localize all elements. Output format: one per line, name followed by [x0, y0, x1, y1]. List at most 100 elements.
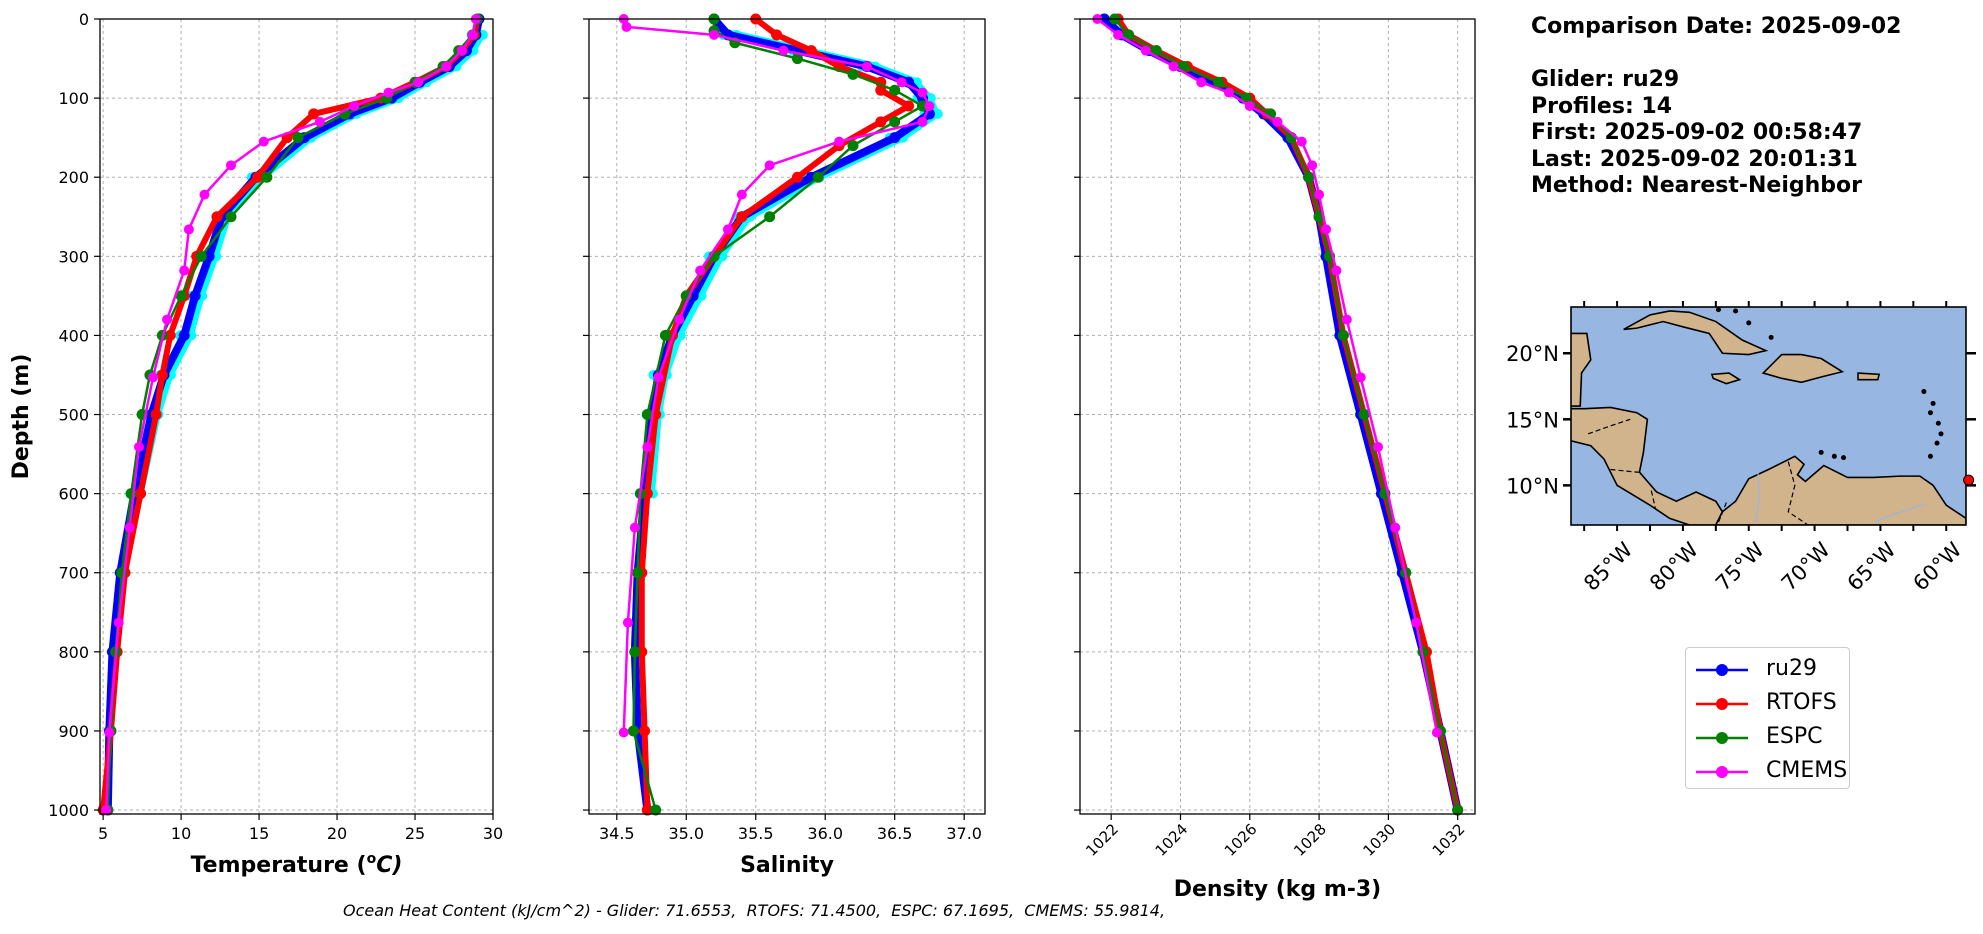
y-tick-label: 900 — [58, 722, 89, 741]
data-point — [1337, 329, 1349, 341]
data-point — [659, 329, 671, 341]
x-tick-label: 37.0 — [946, 824, 982, 843]
last-time: Last: 2025-09-02 20:01:31 — [1531, 146, 1858, 172]
data-point — [917, 87, 928, 98]
x-tick-label: 35.5 — [738, 824, 774, 843]
border — [1610, 468, 1641, 473]
x-tick-label: 1030 — [1359, 820, 1399, 860]
data-point — [1272, 116, 1283, 127]
data-point — [124, 522, 135, 533]
data-point — [1178, 60, 1190, 72]
panel-density — [1074, 13, 1476, 820]
land-island — [1927, 410, 1933, 416]
y-tick-label: 700 — [58, 564, 89, 583]
series-line — [622, 17, 931, 734]
x-tick-label: 36.0 — [807, 824, 843, 843]
data-point — [650, 804, 662, 816]
data-point — [1296, 136, 1307, 147]
land-yucatan — [1571, 330, 1592, 407]
data-point — [641, 804, 653, 816]
x-tick-label: 25 — [405, 824, 425, 843]
river — [1873, 503, 1927, 523]
data-point — [709, 29, 720, 40]
data-point — [861, 61, 872, 72]
border — [1650, 490, 1656, 508]
series-density-cmems — [1092, 14, 1442, 738]
legend-label-ru29: ru29 — [1766, 656, 1817, 681]
axes-frame-temperature — [99, 18, 494, 815]
data-point — [1452, 804, 1464, 816]
map-lat-label: 20°N — [1506, 342, 1559, 366]
river — [1754, 472, 1760, 525]
x-tick-label: 10 — [171, 824, 191, 843]
land-island — [1927, 453, 1933, 459]
data-point — [1321, 224, 1332, 235]
data-point — [101, 805, 112, 816]
method: Method: Nearest-Neighbor — [1531, 173, 1862, 198]
map-lon-label: 60°W — [1908, 537, 1966, 595]
data-point — [104, 727, 115, 738]
axes-frame-salinity — [588, 18, 986, 815]
border — [1787, 461, 1809, 525]
land-island — [1818, 449, 1824, 455]
data-point — [1223, 87, 1234, 98]
data-point — [736, 189, 747, 200]
data-point — [875, 116, 887, 128]
data-point — [791, 171, 803, 183]
land-island — [1930, 400, 1936, 406]
data-point — [1168, 61, 1179, 72]
data-point — [1341, 314, 1352, 325]
land-island — [1935, 420, 1941, 426]
data-point — [175, 290, 187, 302]
x-tick-label: 5 — [98, 824, 108, 843]
legend-swatch-espc — [1696, 732, 1748, 744]
data-point — [1123, 29, 1135, 41]
map-lat-label: 10°N — [1506, 474, 1559, 498]
land-island — [1715, 307, 1721, 313]
land-island — [1934, 440, 1940, 446]
series-salinity-cmems — [618, 14, 935, 738]
data-point — [889, 116, 901, 128]
data-point — [1411, 617, 1422, 628]
y-tick-label: 400 — [58, 326, 89, 345]
border — [1717, 502, 1727, 523]
spread-band — [134, 30, 486, 499]
x-tick-label: 1024 — [1152, 820, 1192, 860]
data-point — [627, 725, 639, 737]
data-point — [252, 171, 264, 183]
data-point — [896, 77, 907, 88]
data-point — [183, 224, 194, 235]
data-point — [875, 84, 887, 96]
y-tick-label: 800 — [58, 643, 89, 662]
data-point — [1372, 441, 1383, 452]
x-tick-label: 30 — [483, 824, 503, 843]
x-tick-label: 15 — [249, 824, 269, 843]
data-point — [1307, 160, 1318, 171]
data-point — [150, 409, 162, 421]
axes-frame-density — [1079, 18, 1476, 815]
data-point — [1113, 29, 1124, 40]
land-island — [1938, 431, 1944, 437]
map-lon-label: 80°W — [1645, 537, 1703, 595]
series-salinity-espc — [627, 13, 928, 816]
data-point — [1355, 372, 1366, 383]
data-point — [1331, 265, 1342, 276]
series-line — [638, 16, 912, 814]
land-island — [1768, 334, 1774, 340]
data-point — [195, 250, 207, 262]
data-point — [211, 211, 223, 223]
data-point — [1390, 522, 1401, 533]
legend-swatch-cmems — [1696, 766, 1748, 778]
data-point — [847, 68, 859, 80]
data-point — [621, 21, 632, 32]
data-point — [629, 522, 640, 533]
panel-temperature — [94, 13, 494, 820]
data-point — [641, 409, 653, 421]
data-point — [189, 290, 201, 302]
data-point — [639, 725, 651, 737]
land-hispaniola — [1761, 353, 1845, 384]
legend-label-cmems: CMEMS — [1766, 758, 1848, 783]
map-frame — [1570, 306, 1967, 526]
data-point — [889, 84, 901, 96]
data-point — [632, 567, 644, 579]
